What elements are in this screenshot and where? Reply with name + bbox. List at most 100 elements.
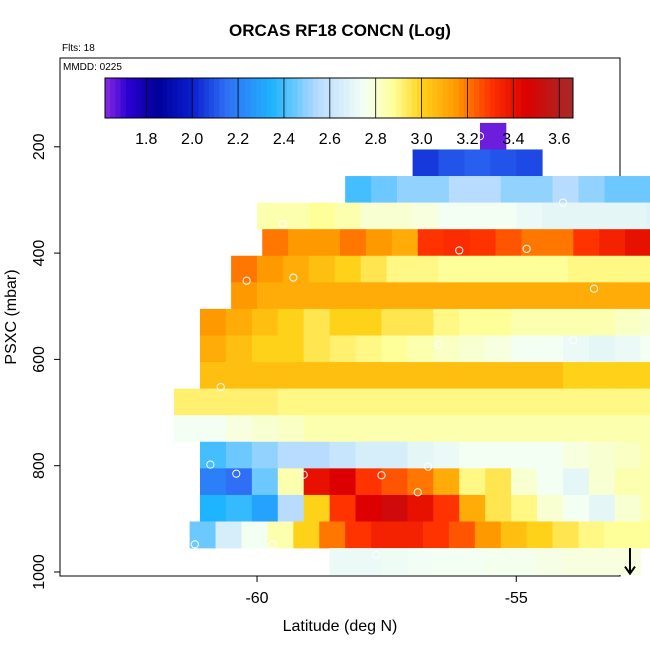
- colorbar-swatch: [229, 78, 236, 118]
- colorbar-frame: [104, 77, 574, 119]
- heatmap-cell: [282, 282, 310, 310]
- heatmap-cell: [464, 149, 491, 177]
- y-tick-label: 600: [31, 346, 48, 373]
- heatmap-cell: [594, 282, 621, 310]
- colorbar-swatch: [495, 78, 501, 118]
- heatmap-cell: [614, 308, 642, 336]
- colorbar-swatch: [151, 78, 158, 118]
- heatmap-cell: [199, 308, 227, 336]
- heatmap-cell: [516, 255, 543, 283]
- heatmap-cell: [568, 255, 595, 283]
- heatmap-cell: [485, 548, 512, 575]
- heatmap-cell: [277, 388, 305, 416]
- heatmap-cell: [588, 388, 616, 416]
- colorbar-swatch: [557, 78, 564, 118]
- heatmap-cell: [485, 388, 512, 416]
- heatmap-cell: [355, 494, 382, 522]
- heatmap-cell: [225, 335, 253, 363]
- heatmap-cell: [645, 282, 650, 310]
- heatmap-cell: [386, 255, 413, 283]
- heatmap-cell: [199, 441, 227, 469]
- heatmap-cell: [277, 441, 305, 469]
- colorbar-swatch: [177, 78, 184, 118]
- colorbar-tick-label: 3.2: [456, 131, 478, 148]
- heatmap-cell: [537, 468, 564, 496]
- heatmap-cell: [474, 521, 502, 549]
- heatmap-cell: [511, 335, 538, 363]
- sample-point-marker: [424, 462, 433, 471]
- heatmap-cell: [516, 282, 543, 310]
- colorbar-swatch: [266, 78, 272, 118]
- heatmap-cell: [588, 548, 616, 575]
- heatmap-cell: [552, 521, 579, 549]
- heatmap-cell: [511, 494, 538, 522]
- heatmap-cell: [381, 335, 408, 363]
- heatmap-cell: [459, 441, 486, 469]
- colorbar-swatch: [541, 78, 548, 118]
- sample-point-marker: [434, 340, 443, 349]
- heatmap-cell: [407, 388, 434, 416]
- heatmap-cell: [614, 468, 642, 496]
- sample-point-marker: [569, 336, 578, 345]
- heatmap-cell: [459, 308, 486, 336]
- sample-point-marker: [206, 460, 215, 469]
- colorbar-swatch: [339, 78, 345, 118]
- heatmap-cell: [329, 548, 356, 575]
- heatmap-cell: [485, 441, 512, 469]
- colorbar-swatch: [110, 78, 116, 118]
- heatmap-cell: [355, 415, 382, 443]
- heatmap-cell: [562, 548, 590, 575]
- heatmap-cell: [469, 229, 496, 257]
- colorbar-swatch: [115, 78, 122, 118]
- heatmap-cell: [251, 362, 279, 389]
- heatmap-cell: [433, 441, 460, 469]
- heatmap-cell: [511, 548, 538, 575]
- heatmap-cell: [225, 494, 253, 522]
- heatmap-cell: [412, 202, 439, 230]
- heatmap-cell: [225, 308, 253, 336]
- y-tick-label: 800: [31, 452, 48, 479]
- heatmap-cell: [241, 521, 268, 549]
- heatmap-cell: [438, 255, 465, 283]
- heatmap-cell: [412, 282, 439, 310]
- colorbar-tick-label: 2.4: [273, 131, 295, 148]
- chart-title: ORCAS RF18 CONCN (Log): [229, 21, 451, 40]
- heatmap-cell: [630, 521, 650, 549]
- heatmap-cell: [345, 521, 372, 549]
- colorbar-swatch: [167, 78, 174, 118]
- colorbar-tick-label: 3.6: [548, 131, 570, 148]
- heatmap-cell: [588, 441, 616, 469]
- heatmap-cell: [547, 229, 574, 257]
- heatmap-cell: [293, 521, 320, 549]
- sample-point-marker: [413, 488, 422, 497]
- heatmap-cell: [215, 521, 242, 549]
- heatmap-cell: [490, 255, 517, 283]
- heatmap-cell: [251, 335, 279, 363]
- heatmap-cell: [640, 362, 650, 389]
- heatmap-cell: [490, 149, 517, 177]
- heatmap-cell: [381, 388, 408, 416]
- colorbar-swatch: [391, 78, 397, 118]
- colorbar-swatch: [385, 78, 392, 118]
- heatmap-cell: [329, 468, 356, 496]
- sample-point-marker: [475, 132, 485, 141]
- heatmap-cell: [371, 521, 398, 549]
- heatmap-cell: [381, 308, 408, 336]
- heatmap-cell: [257, 255, 284, 283]
- colorbar-swatch: [214, 78, 220, 118]
- heatmap-cell: [645, 202, 650, 230]
- heatmap-cell: [422, 176, 450, 203]
- heatmap-cell: [485, 494, 512, 522]
- heatmap-cell: [640, 494, 650, 522]
- heatmap-cell: [614, 335, 642, 363]
- heatmap-cell: [459, 548, 486, 575]
- heatmap-cell: [417, 229, 445, 257]
- heatmap-cell: [355, 308, 382, 336]
- heatmap-cell: [381, 415, 408, 443]
- date-label: MMDD: 0225: [63, 62, 122, 73]
- heatmap-cell: [308, 255, 336, 283]
- colorbar-swatch: [443, 78, 449, 118]
- heatmap-cell: [225, 388, 253, 416]
- heatmap-cell: [391, 229, 419, 257]
- colorbar-swatch: [474, 78, 480, 118]
